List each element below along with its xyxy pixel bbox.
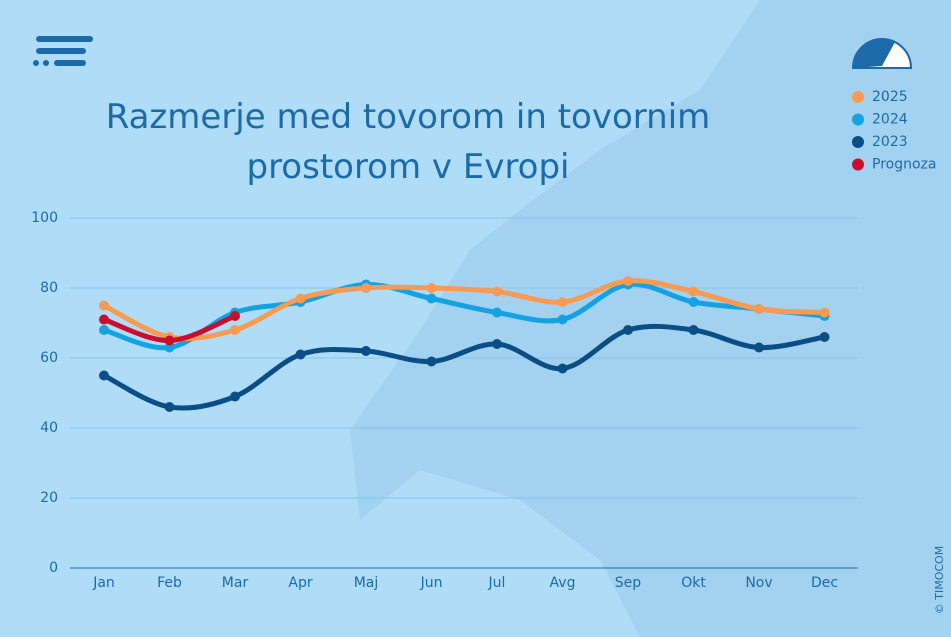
x-tick-label: Nov — [745, 575, 772, 591]
data-point — [230, 311, 240, 321]
y-tick-label: 40 — [40, 420, 58, 436]
x-tick-label: Mar — [222, 575, 249, 591]
y-tick-label: 60 — [40, 350, 58, 366]
legend-label: Prognoza — [872, 157, 936, 173]
data-point — [819, 332, 830, 342]
data-point — [99, 300, 109, 311]
data-point — [754, 342, 764, 353]
data-point — [623, 276, 633, 286]
data-point — [492, 286, 502, 297]
y-tick-label: 0 — [49, 560, 58, 576]
data-point — [295, 293, 306, 304]
y-tick-label: 20 — [40, 490, 58, 506]
x-tick-label: Feb — [157, 575, 182, 591]
data-point — [426, 293, 437, 304]
x-tick-label: Jul — [488, 575, 506, 591]
legend-label: 2024 — [872, 112, 908, 128]
x-tick-label: Jun — [420, 575, 443, 591]
legend-marker — [852, 91, 864, 103]
credit: © TIMOCOM — [933, 546, 946, 614]
data-point — [688, 286, 699, 297]
data-point — [819, 307, 830, 318]
data-point — [492, 339, 502, 349]
x-tick-label: Jan — [92, 575, 115, 591]
y-tick-label: 80 — [40, 280, 58, 296]
legend-label: 2025 — [872, 89, 908, 105]
data-point — [754, 304, 764, 314]
data-point — [295, 349, 306, 360]
data-point — [426, 356, 437, 367]
legend-label: 2023 — [872, 134, 908, 150]
x-tick-label: Maj — [354, 575, 379, 591]
data-point — [492, 307, 502, 318]
chart-title: Razmerje med tovorom in tovornim prostor… — [105, 97, 711, 187]
x-tick-label: Okt — [681, 575, 706, 591]
gauge-icon — [851, 38, 913, 69]
data-point — [557, 314, 568, 325]
data-point — [361, 346, 371, 356]
x-tick-label: Avg — [550, 575, 576, 591]
data-point — [361, 283, 371, 293]
legend-marker — [852, 136, 864, 148]
data-point — [99, 314, 109, 325]
data-point — [99, 325, 109, 335]
series-line — [101, 278, 827, 342]
data-point — [688, 297, 699, 307]
legend-marker — [852, 158, 864, 171]
data-point — [164, 335, 175, 346]
data-point — [557, 297, 568, 307]
data-point — [164, 342, 175, 353]
data-point — [230, 325, 240, 335]
x-tick-label: Apr — [288, 575, 312, 591]
data-point — [557, 363, 568, 374]
series-line — [101, 281, 827, 351]
data-point — [623, 325, 633, 335]
data-point — [230, 391, 240, 402]
data-point — [426, 283, 437, 293]
y-tick-label: 100 — [31, 210, 58, 226]
data-point — [688, 325, 699, 335]
x-tick-label: Dec — [811, 575, 838, 591]
map-silhouette — [350, 0, 951, 637]
data-point — [164, 402, 175, 412]
data-point — [99, 370, 109, 381]
x-tick-label: Sep — [615, 575, 642, 591]
logo — [33, 36, 93, 66]
legend-marker — [852, 113, 864, 126]
